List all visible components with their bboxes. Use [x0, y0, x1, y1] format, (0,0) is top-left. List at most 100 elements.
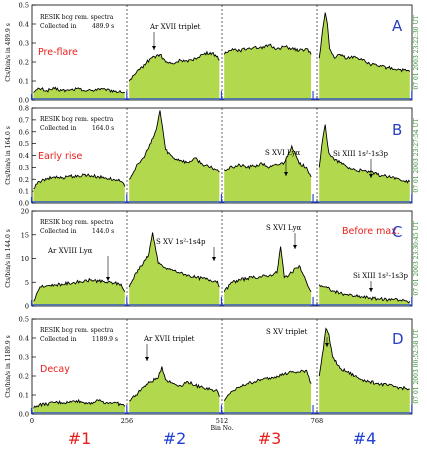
quarter-label: #2 — [163, 429, 187, 448]
spectrum-area — [224, 246, 312, 306]
line-annotation: S XV triplet — [266, 328, 308, 336]
spectrum-area — [129, 51, 220, 100]
spectrum-line — [33, 398, 126, 409]
info-line2: Collected in — [40, 125, 77, 132]
spectrum-line — [33, 277, 126, 302]
info-line2: Collected in — [40, 336, 77, 343]
y-axis-label: Cts/bin/s in 144.0 s — [5, 229, 12, 288]
y-tick-label: 5 — [25, 279, 29, 287]
spectrum-line — [318, 124, 411, 184]
panel-d: 0.0 0.1 0.2 0.3 0.4 0.5 RESIK bcg rem. spectra… — [5, 316, 420, 419]
info-line1: RESIK bcg rem. spectra — [40, 327, 114, 334]
y-tick-label: 0.0 — [19, 97, 29, 105]
y-tick-label: 15 — [21, 231, 29, 239]
quarter-label: #1 — [68, 429, 92, 448]
collected-value: 164.0 s — [92, 125, 114, 132]
spectrum-area — [224, 146, 312, 203]
spectrum-line — [128, 50, 220, 82]
spectrum-line — [223, 369, 312, 401]
timestamp-label: 07 01 2003 00:52:58 UT — [413, 329, 420, 403]
panel-c: 0 5 10 15 20 RESIK bcg rem. spectra Collected … — [5, 208, 420, 311]
x-tick-label: 768 — [311, 417, 323, 425]
spectrum-area — [129, 366, 220, 414]
y-tick-label: 0.5 — [19, 2, 29, 10]
spectrum-line — [318, 12, 411, 73]
y-tick-label: 0.1 — [19, 392, 29, 400]
panel-letter: A — [392, 17, 403, 35]
y-tick-label: 0.2 — [19, 373, 29, 381]
info-line1: RESIK bcg rem. spectra — [40, 219, 114, 226]
y-tick-label: 0.2 — [19, 59, 29, 67]
spectrum-area — [224, 370, 312, 414]
annotation-arrowhead — [152, 46, 156, 50]
quarter-label: #4 — [353, 429, 377, 448]
collected-value: 144.0 s — [92, 228, 114, 235]
info-line2: Collected in — [40, 23, 77, 30]
spectrum-area — [319, 12, 410, 101]
timestamp-label: 07 01 2003 23:27:54 UT — [413, 118, 420, 192]
spectrum-line — [129, 366, 220, 402]
line-annotation: S XV 1s²-1s4p — [156, 238, 206, 246]
annotation-arrowhead — [369, 174, 373, 178]
line-annotation: Si XIII 1s²-1s3p — [333, 150, 388, 158]
y-axis-label: Cts/bin/s in 164.0 s — [5, 126, 12, 185]
phase-label: Decay — [40, 364, 70, 375]
annotation-arrowhead — [106, 277, 110, 281]
panel-letter: B — [392, 121, 402, 139]
y-tick-label: 0.4 — [19, 152, 29, 160]
annotation-arrowhead — [212, 257, 216, 261]
line-annotation: Ar XVII triplet — [143, 335, 195, 343]
phase-label: Before max. — [342, 226, 400, 237]
spectrum-area — [129, 110, 220, 203]
phase-label: Early rise — [38, 151, 83, 162]
spectrum-area — [33, 174, 125, 203]
y-tick-label: 0.3 — [19, 164, 29, 172]
info-line1: RESIK bcg rem. spectra — [40, 14, 114, 21]
y-tick-label: 0.5 — [19, 316, 29, 324]
line-annotation: S XVI Lyα — [265, 149, 301, 157]
y-tick-label: 0.1 — [19, 78, 29, 86]
phase-label: Pre-flare — [38, 47, 78, 58]
y-tick-label: 0.3 — [19, 354, 29, 362]
x-tick-label: 256 — [121, 417, 133, 425]
spectrum-line — [223, 43, 312, 55]
spectrum-line — [318, 327, 410, 391]
y-tick-label: 0.5 — [19, 140, 29, 148]
panel-b: 0.0 0.1 0.2 0.3 0.4 0.5 0.6 0.7 0.8 RESIK bcg rem… — [5, 105, 420, 208]
y-tick-label: 0.0 — [19, 411, 29, 419]
spectrum-line — [33, 173, 126, 190]
spectrum-area — [224, 44, 312, 100]
spectrum-area — [33, 399, 125, 414]
spectrum-area — [319, 328, 410, 414]
line-annotation: Si XIII 1s²-1s3p — [353, 272, 408, 280]
y-tick-label: 0.4 — [19, 335, 29, 343]
panel-letter: D — [392, 330, 404, 348]
y-tick-label: 10 — [21, 255, 29, 263]
spectrum-line — [128, 232, 220, 288]
collected-value: 1189.9 s — [92, 336, 118, 343]
panel-letter: C — [392, 223, 402, 241]
x-axis-label: Bin No. — [211, 425, 234, 432]
line-annotation: Ar XVII triplet — [149, 23, 201, 31]
spectrum-area — [129, 232, 220, 306]
y-tick-label: 0.7 — [19, 116, 29, 124]
timestamp-label: 07 01 2003 23:30:45 UT — [413, 221, 420, 295]
spectrum-line — [223, 246, 312, 293]
info-line2: Collected in — [40, 228, 77, 235]
quarter-label: #3 — [258, 429, 282, 448]
line-annotation: Ar XVIII Lyα — [47, 247, 93, 255]
y-tick-label: 0 — [25, 303, 29, 311]
annotation-arrowhead — [145, 357, 149, 361]
y-tick-label: 0.1 — [19, 188, 29, 196]
spectrum-area — [33, 87, 125, 100]
spectrum-area — [319, 284, 410, 306]
y-tick-label: 0.2 — [19, 176, 29, 184]
y-axis-label: Cts/bin/s in 489.9 s — [5, 23, 12, 82]
y-tick-label: 0.8 — [19, 105, 29, 113]
line-annotation: S XVI Lyα — [266, 224, 302, 232]
annotation-arrowhead — [369, 288, 373, 292]
x-tick-label: 512 — [216, 417, 228, 425]
annotation-arrowhead — [284, 172, 288, 176]
timestamp-label: 07 01 2003 23:22:30 UT — [413, 15, 420, 89]
